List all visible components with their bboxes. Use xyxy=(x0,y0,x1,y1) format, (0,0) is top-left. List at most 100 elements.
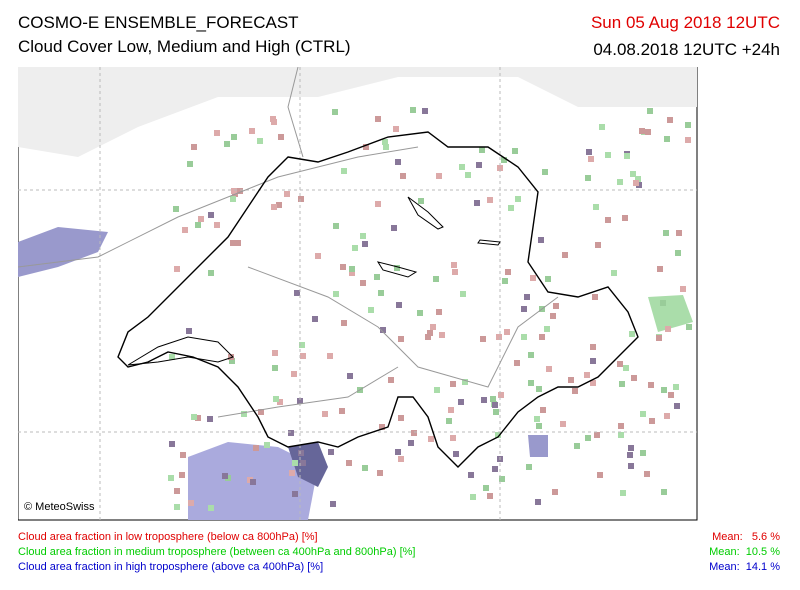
cloud-pixel xyxy=(368,307,374,313)
cloud-pixel xyxy=(588,156,594,162)
cloud-pixel xyxy=(560,421,566,427)
cloud-pixel xyxy=(584,372,590,378)
cloud-pixel xyxy=(528,352,534,358)
cloud-pixel xyxy=(496,334,502,340)
cloud-pixel xyxy=(667,117,673,123)
cloud-pixel xyxy=(393,126,399,132)
cloud-pixel xyxy=(383,144,389,150)
cloud-pixel xyxy=(635,176,641,182)
cloud-pixel xyxy=(315,253,321,259)
cloud-pixel xyxy=(597,472,603,478)
cloud-pixel xyxy=(341,320,347,326)
cloud-pixel xyxy=(291,371,297,377)
cloud-pixel xyxy=(536,386,542,392)
cloud-pixel xyxy=(360,280,366,286)
cloud-pixel xyxy=(284,191,290,197)
cloud-pixel xyxy=(272,350,278,356)
cloud-pixel xyxy=(487,197,493,203)
cloud-pixel xyxy=(235,240,241,246)
cloud-pixel xyxy=(174,488,180,494)
cloud-pixel xyxy=(378,290,384,296)
cloud-pixel xyxy=(458,399,464,405)
cloud-pixel xyxy=(617,361,623,367)
cloud-pixel xyxy=(505,269,511,275)
cloud-pixel xyxy=(562,252,568,258)
cloud-pixel xyxy=(228,354,234,360)
cloud-pixel xyxy=(502,278,508,284)
cloud-pixel xyxy=(664,413,670,419)
cloud-area xyxy=(648,295,693,332)
cloud-pixel xyxy=(418,198,424,204)
cloud-pixel xyxy=(633,180,639,186)
cloud-pixel xyxy=(526,464,532,470)
cloud-pixel xyxy=(647,108,653,114)
cloud-pixel xyxy=(645,129,651,135)
cloud-pixel xyxy=(450,435,456,441)
cloud-pixel xyxy=(590,344,596,350)
cloud-pixel xyxy=(497,165,503,171)
cloud-pixel xyxy=(298,196,304,202)
cloud-pixel xyxy=(535,499,541,505)
cloud-pixel xyxy=(593,204,599,210)
cloud-pixel xyxy=(271,204,277,210)
cloud-pixel xyxy=(417,310,423,316)
cloud-pixel xyxy=(660,300,666,306)
cloud-pixel xyxy=(605,217,611,223)
cloud-pixel xyxy=(333,291,339,297)
cloud-pixel xyxy=(618,423,624,429)
cloud-pixel xyxy=(208,212,214,218)
cloud-pixel xyxy=(174,266,180,272)
cloud-pixel xyxy=(253,445,259,451)
cloud-pixel xyxy=(546,366,552,372)
cloud-pixel xyxy=(639,128,645,134)
cloud-pixel xyxy=(375,116,381,122)
cloud-pixel xyxy=(257,138,263,144)
cloud-pixel xyxy=(339,408,345,414)
cloud-pixel xyxy=(258,409,264,415)
cloud-pixel xyxy=(664,136,670,142)
cloud-pixel xyxy=(512,148,518,154)
legend-medium: Cloud area fraction in medium tropospher… xyxy=(18,546,416,558)
cloud-pixel xyxy=(230,196,236,202)
region-line xyxy=(217,366,399,418)
cloud-pixel xyxy=(656,335,662,341)
cloud-pixel xyxy=(198,216,204,222)
cloud-pixel xyxy=(208,270,214,276)
cloud-pixel xyxy=(169,354,175,360)
cloud-pixel xyxy=(451,262,457,268)
cloud-pixel xyxy=(299,342,305,348)
cloud-pixel xyxy=(168,475,174,481)
cloud-pixel xyxy=(685,137,691,143)
cloud-pixel xyxy=(545,276,551,282)
cloud-pixel xyxy=(292,460,298,466)
cloud-pixel xyxy=(481,397,487,403)
cloud-pixel xyxy=(360,233,366,239)
legend-low: Cloud area fraction in low troposphere (… xyxy=(18,531,318,543)
cloud-pixel xyxy=(539,334,545,340)
cloud-pixel xyxy=(398,336,404,342)
cloud-pixel xyxy=(230,240,236,246)
cloud-pixel xyxy=(508,205,514,211)
cloud-pixel xyxy=(657,266,663,272)
cloud-pixel xyxy=(169,441,175,447)
cloud-pixel xyxy=(188,500,194,506)
cloud-pixel xyxy=(241,411,247,417)
cloud-pixel xyxy=(574,443,580,449)
cloud-pixel xyxy=(341,168,347,174)
cloud-pixel xyxy=(182,227,188,233)
cloud-pixel xyxy=(628,463,634,469)
cloud-pixel xyxy=(476,162,482,168)
cloud-pixel xyxy=(490,396,496,402)
cloud-pixel xyxy=(483,485,489,491)
cloud-pixel xyxy=(173,206,179,212)
cloud-pixel xyxy=(673,384,679,390)
cloud-pixel xyxy=(330,501,336,507)
cloud-pixel xyxy=(521,334,527,340)
cloud-pixel xyxy=(661,489,667,495)
cloud-pixel xyxy=(410,107,416,113)
cloud-pixel xyxy=(388,377,394,383)
cloud-pixel xyxy=(375,201,381,207)
cloud-pixel xyxy=(174,504,180,510)
cloud-pixel xyxy=(180,452,186,458)
